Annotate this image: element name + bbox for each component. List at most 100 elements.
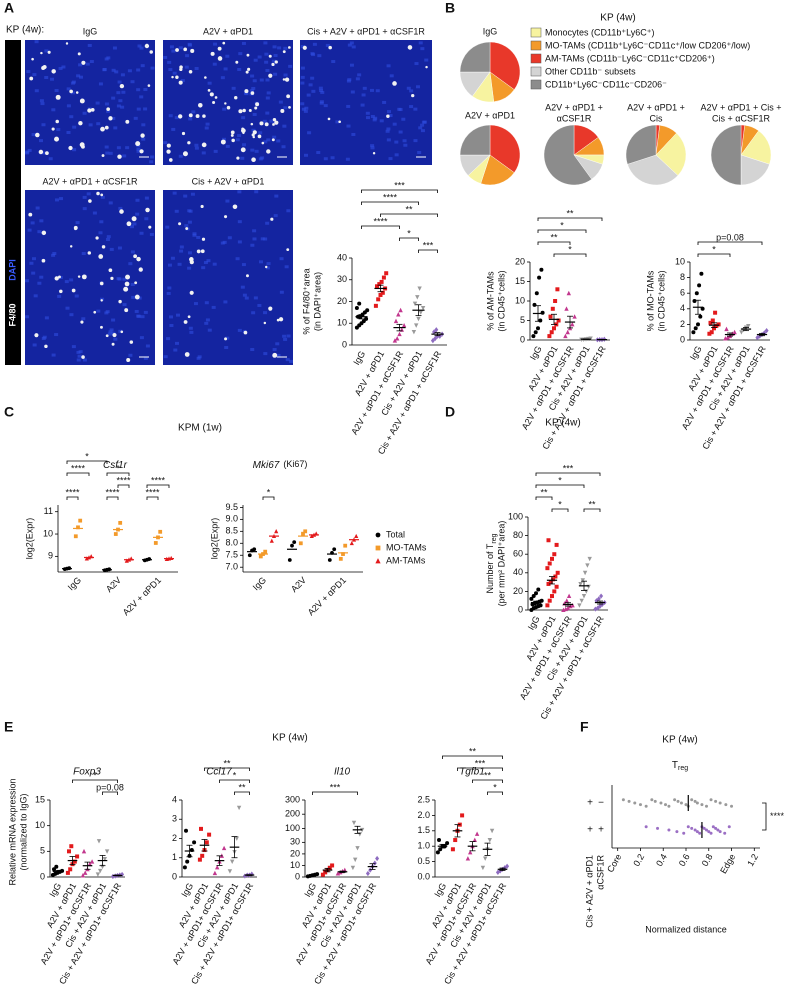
f480-signal xyxy=(134,294,140,300)
nuclei-texture xyxy=(275,342,280,346)
nuclei-texture xyxy=(116,104,121,108)
nuclei-texture xyxy=(114,70,119,74)
f480-signal xyxy=(59,289,63,294)
f480-signal xyxy=(51,69,56,74)
f480-signal xyxy=(144,43,150,49)
nuclei-texture xyxy=(185,54,190,58)
data-point xyxy=(323,870,328,875)
data-point xyxy=(450,847,455,852)
nuclei-texture xyxy=(346,124,351,128)
legend-swatch xyxy=(530,40,542,51)
nuclei-texture xyxy=(187,209,192,213)
f480-signal xyxy=(204,76,207,79)
data-point xyxy=(252,547,257,552)
significance-bracket xyxy=(697,253,731,257)
nuclei-texture xyxy=(82,195,87,199)
f480-signal xyxy=(235,60,239,64)
nuclei-texture xyxy=(113,126,118,130)
nuclei-texture xyxy=(113,337,118,341)
data-point xyxy=(667,804,671,808)
gene-title: Tgfb1 xyxy=(459,767,485,778)
nuclei-texture xyxy=(271,59,276,63)
nuclei-texture xyxy=(346,79,351,83)
data-point xyxy=(335,871,341,876)
nuclei-texture xyxy=(286,334,291,338)
data-point xyxy=(87,861,92,867)
nuclei-texture xyxy=(191,110,196,114)
f480-signal xyxy=(246,53,250,57)
gene-title: Mki67 (Ki67) xyxy=(253,459,308,470)
data-point xyxy=(529,596,534,601)
significance-bracket xyxy=(219,779,250,783)
f480-signal xyxy=(148,225,152,229)
data-point xyxy=(73,534,78,539)
data-point xyxy=(565,605,571,611)
data-point xyxy=(153,541,158,545)
y-tick-label: 15 xyxy=(515,276,525,286)
data-point xyxy=(327,865,332,870)
nuclei-texture xyxy=(323,157,328,161)
data-point xyxy=(644,804,648,808)
data-point xyxy=(75,854,80,859)
f480-signal xyxy=(28,212,33,217)
nuclei-texture xyxy=(140,315,145,319)
nuclei-texture xyxy=(263,41,268,45)
nuclei-texture xyxy=(258,131,263,135)
nuclei-texture xyxy=(98,231,103,235)
nuclei-texture xyxy=(279,290,284,294)
f480-signal xyxy=(236,156,240,160)
nuclei-texture xyxy=(66,104,71,108)
data-point xyxy=(378,292,383,297)
nuclei-texture xyxy=(177,262,182,266)
data-point xyxy=(453,838,458,843)
f480-signal xyxy=(231,138,235,143)
f480-signal xyxy=(106,107,110,112)
f480-signal xyxy=(268,73,273,78)
data-point xyxy=(489,828,495,834)
nuclei-texture xyxy=(166,337,171,341)
data-point xyxy=(579,598,584,604)
significance-label: ** xyxy=(238,782,246,792)
f480-signal xyxy=(78,120,83,126)
nuclei-texture xyxy=(170,256,175,260)
nuclei-texture xyxy=(71,345,76,349)
nuclei-texture xyxy=(58,66,63,70)
significance-label: ** xyxy=(566,208,574,218)
nuclei-texture xyxy=(386,127,391,131)
f480-signal xyxy=(104,125,109,130)
significance-label: * xyxy=(116,463,120,473)
f480-signal xyxy=(138,267,143,272)
nuclei-texture xyxy=(330,156,335,160)
f480-signal xyxy=(268,54,272,58)
nuclei-texture xyxy=(25,150,30,154)
data-point xyxy=(72,859,77,864)
pie-slice xyxy=(489,124,521,173)
y-axis-label: log2(Expr) xyxy=(209,518,219,560)
pie-slice xyxy=(459,124,491,156)
nuclei-texture xyxy=(242,143,247,147)
data-point xyxy=(730,804,734,808)
nuclei-texture xyxy=(167,60,172,64)
data-point xyxy=(700,803,704,807)
nuclei-texture xyxy=(109,328,114,332)
gene-name: Mki67 xyxy=(253,460,280,471)
data-point xyxy=(697,283,702,288)
nuclei-texture xyxy=(213,42,218,46)
nuclei-texture xyxy=(167,286,172,290)
data-point xyxy=(724,326,729,332)
nuclei-texture xyxy=(418,126,423,130)
legend-label: Other CD11b⁻ subsets xyxy=(545,66,636,76)
nuclei-texture xyxy=(66,130,71,134)
data-point xyxy=(207,832,212,837)
y-tick-label: 0 xyxy=(342,339,347,349)
data-point xyxy=(709,831,713,835)
data-point xyxy=(690,798,694,802)
nuclei-texture xyxy=(143,88,148,92)
f480-signal xyxy=(118,299,122,304)
data-point xyxy=(531,334,536,339)
f480-signal xyxy=(407,45,413,50)
data-point xyxy=(709,330,714,335)
nuclei-texture xyxy=(104,145,109,149)
stain-label: F4/80 xyxy=(7,303,17,326)
significance-label: ** xyxy=(469,746,477,756)
